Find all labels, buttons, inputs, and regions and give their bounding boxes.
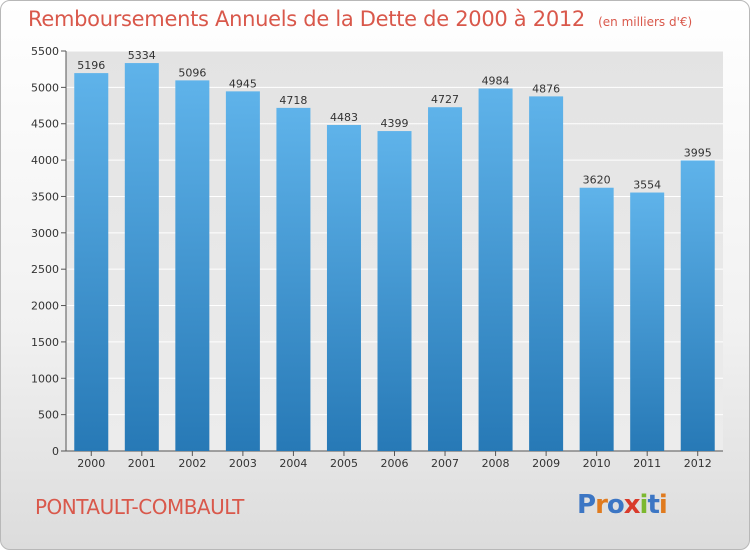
bar-2002: [175, 80, 210, 451]
bar-value-label: 4984: [482, 75, 510, 88]
bar-value-label: 4945: [229, 77, 257, 90]
bar-2004: [276, 107, 311, 451]
bar-2012: [680, 160, 715, 452]
x-tick-label: 2002: [178, 457, 206, 470]
x-tick-label: 2007: [431, 457, 459, 470]
y-tick-label: 4500: [31, 118, 59, 131]
logo-letter: r: [595, 490, 608, 520]
bar-2009: [529, 96, 564, 451]
bar-value-label: 4727: [431, 93, 459, 106]
x-tick-label: 2008: [482, 457, 510, 470]
bar-2005: [326, 124, 361, 452]
town-name: PONTAULT-COMBAULT: [35, 495, 244, 519]
bar-2000: [74, 73, 109, 451]
bar-value-label: 4718: [279, 94, 307, 107]
bar-value-label: 4399: [381, 117, 409, 130]
bar-value-label: 4483: [330, 111, 358, 124]
logo-letter: x: [623, 490, 641, 520]
logo-letter: P: [577, 490, 596, 520]
y-tick-label: 3500: [31, 190, 59, 203]
bar-value-label: 4876: [532, 82, 560, 95]
bar-value-label: 3995: [684, 146, 712, 159]
x-tick-label: 2001: [128, 457, 156, 470]
y-tick-label: 2500: [31, 263, 59, 276]
x-tick-label: 2006: [381, 457, 409, 470]
y-tick-label: 1500: [31, 336, 59, 349]
bar-2011: [630, 192, 665, 451]
y-tick-label: 500: [38, 409, 59, 422]
bar-value-label: 5334: [128, 49, 156, 62]
bar-value-label: 3554: [633, 179, 661, 192]
bar-2007: [428, 107, 463, 451]
y-tick-label: 0: [52, 445, 59, 458]
logo-letter: o: [606, 490, 625, 520]
proxiti-logo: Proxiti: [577, 490, 668, 520]
bar-value-label: 5096: [178, 66, 206, 79]
y-tick-label: 2000: [31, 300, 59, 313]
logo-letter: i: [658, 490, 668, 520]
bar-2001: [124, 63, 159, 452]
bar-2010: [579, 187, 614, 451]
x-tick-label: 2005: [330, 457, 358, 470]
x-tick-label: 2009: [532, 457, 560, 470]
y-tick-label: 5000: [31, 81, 59, 94]
chart-unit: (en milliers d'€): [598, 15, 693, 29]
x-tick-label: 2003: [229, 457, 257, 470]
x-tick-label: 2010: [583, 457, 611, 470]
bar-2003: [225, 91, 260, 451]
y-tick-label: 4000: [31, 154, 59, 167]
y-tick-label: 3000: [31, 227, 59, 240]
bar-2006: [377, 131, 412, 451]
bar-value-label: 3620: [583, 174, 611, 187]
chart-title: Remboursements Annuels de la Dette de 20…: [28, 7, 585, 31]
x-tick-label: 2011: [633, 457, 661, 470]
bar-2008: [478, 88, 513, 451]
x-tick-label: 2000: [77, 457, 105, 470]
logo-letter: t: [647, 490, 659, 520]
x-tick-label: 2004: [279, 457, 307, 470]
y-tick-label: 5500: [31, 45, 59, 58]
x-tick-label: 2012: [684, 457, 712, 470]
y-tick-label: 1000: [31, 372, 59, 385]
bar-value-label: 5196: [77, 59, 105, 72]
title-row: Remboursements Annuels de la Dette de 20…: [28, 7, 692, 31]
logo-letter: i: [639, 490, 649, 520]
